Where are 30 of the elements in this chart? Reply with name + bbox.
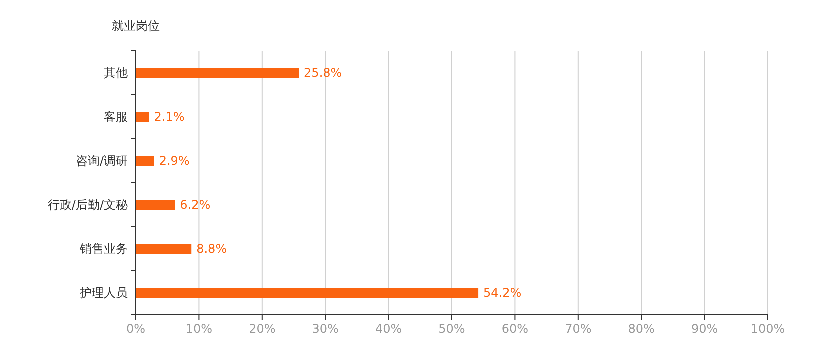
bar: [136, 288, 479, 298]
bar: [136, 200, 176, 210]
y-tick-label: 销售业务: [79, 242, 128, 256]
y-axis-title: 就业岗位: [112, 19, 160, 33]
x-tick-label: 50%: [438, 322, 466, 336]
y-tick-label: 客服: [104, 110, 128, 124]
data-label: 54.2%: [484, 286, 522, 300]
x-tick-label: 10%: [186, 322, 213, 336]
x-tick-label: 40%: [375, 322, 402, 336]
data-label: 8.8%: [196, 242, 228, 256]
bar: [136, 112, 150, 122]
y-tick-label: 其他: [104, 66, 128, 80]
y-tick-label: 咨询/调研: [76, 154, 128, 168]
x-tick-label: 60%: [502, 322, 529, 336]
y-tick-label: 行政/后勤/文秘: [48, 198, 128, 212]
x-tick-label: 90%: [691, 322, 718, 336]
y-tick-label: 护理人员: [79, 286, 128, 300]
bar: [136, 68, 300, 78]
bar: [136, 244, 192, 254]
data-label: 2.9%: [159, 154, 190, 168]
x-tick-label: 80%: [628, 322, 655, 336]
x-tick-label: 100%: [750, 322, 786, 336]
x-tick-label: 70%: [565, 322, 592, 336]
data-label: 2.1%: [154, 110, 185, 124]
data-label: 25.8%: [304, 66, 342, 80]
x-tick-label: 0%: [126, 322, 146, 336]
bar: [136, 156, 154, 166]
data-label: 6.2%: [180, 198, 211, 212]
x-tick-label: 20%: [249, 322, 276, 336]
x-tick-label: 30%: [312, 322, 339, 336]
